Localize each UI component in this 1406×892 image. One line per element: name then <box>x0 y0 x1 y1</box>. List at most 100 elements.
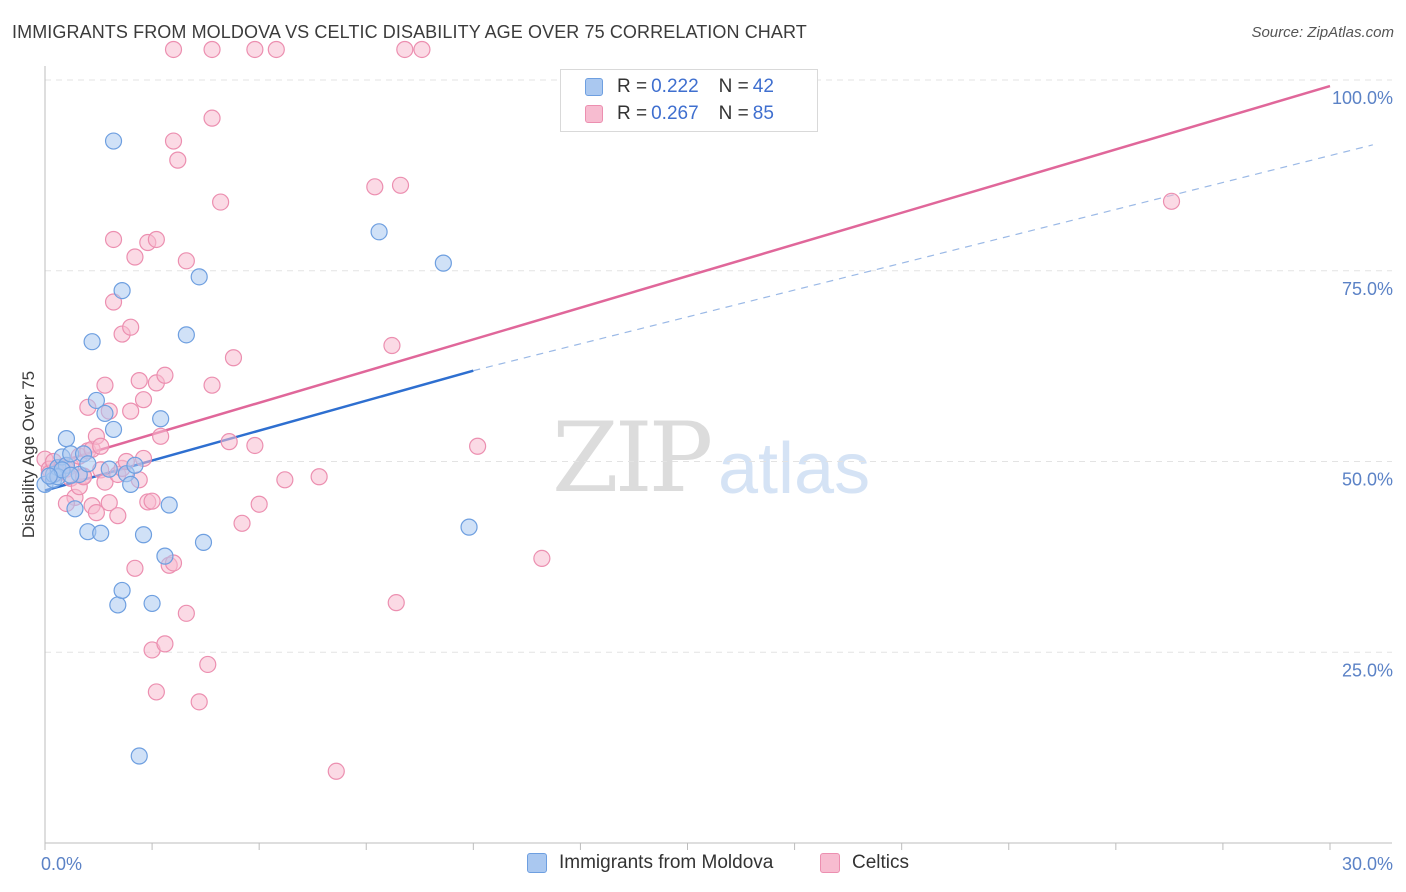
point-moldova <box>130 747 148 765</box>
grid-lines <box>45 79 1392 653</box>
point-moldova <box>152 410 170 428</box>
point-celtics <box>246 436 264 455</box>
point-moldova <box>40 467 58 485</box>
point-moldova <box>79 455 97 473</box>
y-tick-label: 25.0% <box>1342 660 1393 680</box>
legend-swatch-blue <box>585 78 603 96</box>
point-celtics <box>413 40 431 59</box>
point-moldova <box>143 594 161 613</box>
point-celtics <box>96 376 114 394</box>
point-moldova <box>66 500 84 518</box>
point-celtics <box>246 40 264 59</box>
point-celtics <box>533 549 551 568</box>
point-celtics <box>212 193 230 211</box>
point-celtics <box>391 176 410 194</box>
point-celtics <box>469 437 487 455</box>
point-celtics <box>164 40 183 59</box>
point-celtics <box>203 109 221 127</box>
point-celtics <box>122 402 140 420</box>
point-celtics <box>224 349 243 367</box>
point-celtics <box>126 248 144 266</box>
chart-source: Source: ZipAtlas.com <box>1251 24 1394 41</box>
legend-item-moldova[interactable]: Immigrants from Moldova <box>527 852 773 874</box>
point-celtics <box>147 230 165 249</box>
point-celtics <box>387 594 405 612</box>
point-celtics <box>130 372 148 390</box>
point-celtics <box>104 230 123 249</box>
point-celtics <box>1162 192 1181 210</box>
point-moldova <box>122 475 140 493</box>
point-celtics <box>92 437 110 455</box>
legend-n-value: 85 <box>752 103 774 124</box>
legend-n-label: N = <box>718 76 749 97</box>
point-celtics <box>233 514 251 532</box>
point-celtics <box>126 559 144 577</box>
point-moldova <box>160 496 178 514</box>
chart-title: IMMIGRANTS FROM MOLDOVA VS CELTIC DISABI… <box>12 22 807 42</box>
legend-swatch-pink <box>585 105 603 123</box>
legend-row-moldova: R = 0.222 N = 42 <box>585 75 778 99</box>
trend-line-celtics <box>44 84 1331 468</box>
point-moldova <box>194 533 213 551</box>
correlation-legend: R = 0.222 N = 42 R = 0.267 N = 85 <box>560 69 818 132</box>
point-celtics <box>203 40 221 59</box>
point-moldova <box>100 460 118 478</box>
legend-swatch-blue <box>527 853 547 873</box>
point-moldova <box>190 268 208 286</box>
point-celtics <box>199 655 217 674</box>
point-celtics <box>190 693 208 711</box>
point-moldova <box>370 223 388 241</box>
axes <box>44 66 1392 850</box>
point-celtics <box>203 376 221 394</box>
legend-r-value: 0.222 <box>651 76 699 97</box>
point-moldova <box>434 254 452 272</box>
point-moldova <box>104 132 123 150</box>
watermark-atlas: atlas <box>718 429 871 509</box>
point-moldova <box>113 281 131 300</box>
data-points <box>36 40 1181 780</box>
point-celtics <box>109 507 127 525</box>
point-celtics <box>396 40 414 59</box>
point-moldova <box>62 466 80 484</box>
point-celtics <box>220 433 238 451</box>
legend-label-moldova: Immigrants from Moldova <box>559 852 774 873</box>
point-celtics <box>169 151 187 169</box>
y-tick-label: 75.0% <box>1342 279 1393 299</box>
point-celtics <box>250 495 268 513</box>
point-moldova <box>134 526 153 544</box>
point-celtics <box>267 40 285 59</box>
point-celtics <box>177 252 195 270</box>
point-moldova <box>156 547 174 565</box>
x-tick-label: 0.0% <box>41 854 82 874</box>
legend-r-label: R = <box>617 103 648 124</box>
legend-label-celtics: Celtics <box>852 852 910 873</box>
legend-r-label: R = <box>617 76 648 97</box>
point-moldova <box>83 333 101 351</box>
point-celtics <box>134 391 153 409</box>
y-tick-label: 100.0% <box>1332 88 1393 108</box>
trend-line-moldova-extension <box>473 144 1373 372</box>
point-celtics <box>147 683 165 701</box>
point-celtics <box>122 318 140 336</box>
point-moldova <box>460 518 478 536</box>
legend-swatch-pink <box>820 853 840 873</box>
point-moldova <box>126 456 144 474</box>
y-axis-label: Disability Age Over 75 <box>19 371 38 538</box>
legend-row-celtics: R = 0.267 N = 85 <box>585 102 778 126</box>
point-moldova <box>57 430 76 448</box>
point-moldova <box>87 391 106 410</box>
point-celtics <box>104 293 123 311</box>
point-moldova <box>109 596 127 614</box>
point-celtics <box>100 494 118 512</box>
x-tick-label: 30.0% <box>1342 854 1393 874</box>
trend-lines <box>44 84 1373 492</box>
legend-r-value: 0.267 <box>651 103 699 124</box>
point-moldova <box>92 524 110 542</box>
point-celtics <box>87 504 106 522</box>
point-celtics <box>143 492 161 510</box>
point-moldova <box>113 581 131 600</box>
point-celtics <box>327 762 345 780</box>
legend-n-label: N = <box>718 103 749 124</box>
legend-item-celtics[interactable]: Celtics <box>820 852 909 874</box>
